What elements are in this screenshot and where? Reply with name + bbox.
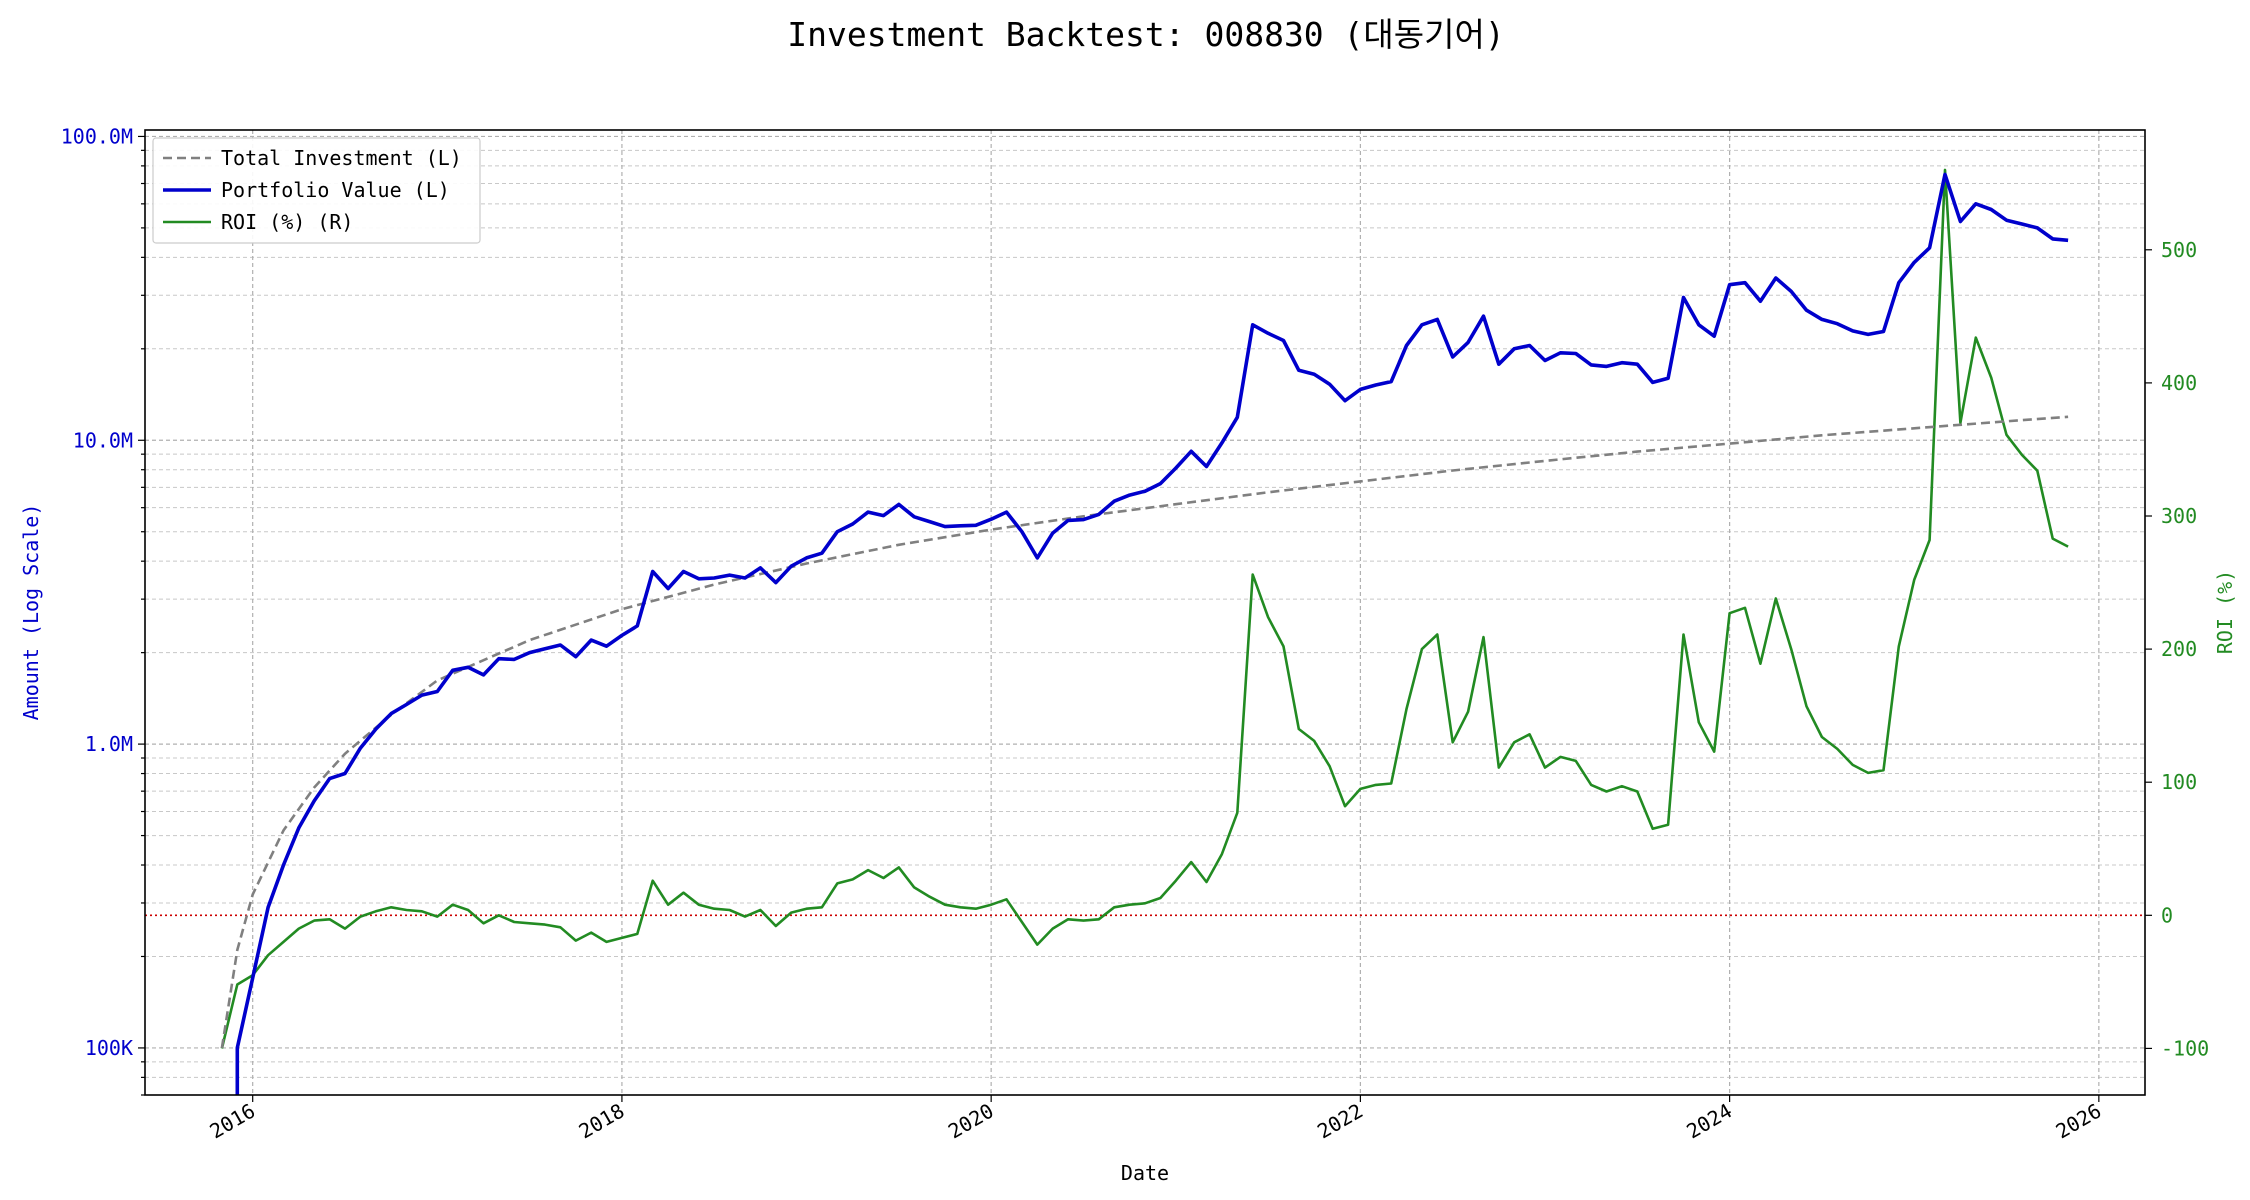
legend-box [152,137,481,244]
right-tick-label: 400 [2161,371,2197,395]
left-tick-label: 10.0M [73,428,133,452]
legend: Total Investment (L) Portfolio Value (L)… [152,137,481,244]
right-tick-label: 500 [2161,238,2197,262]
left-tick-label: 100.0M [61,124,133,148]
right-tick-label: -100 [2161,1036,2209,1060]
x-axis-ticks: 2016 2018 2020 2022 2024 2026 [205,1095,2105,1143]
legend-label-roi: ROI (%) (R) [221,210,353,234]
x-tick-label: 2020 [944,1099,998,1144]
legend-label-portfolio-value: Portfolio Value (L) [221,178,450,202]
series-layer [220,168,2069,1095]
right-tick-label: 0 [2161,903,2173,927]
y-right-axis-label: ROI (%) [2213,570,2237,654]
right-tick-label: 100 [2161,770,2197,794]
x-tick-label: 2016 [205,1099,259,1144]
portfolio-value-line [235,172,2069,1095]
legend-label-total-investment: Total Investment (L) [221,146,462,170]
right-tick-label: 200 [2161,637,2197,661]
left-tick-label: 100K [85,1036,133,1060]
left-axis-ticks: 100K 1.0M 10.0M 100.0M [61,124,145,1096]
grid [145,130,2145,1096]
y-left-axis-label: Amount (Log Scale) [19,504,43,721]
plot-frame [144,129,2146,1096]
x-tick-label: 2026 [2052,1099,2106,1144]
x-axis-label: Date [1121,1161,1169,1185]
roi-line [220,168,2069,1049]
total-investment-line [220,415,2069,1049]
right-axis-ticks: -100 0 100 200 300 400 500 [2145,238,2209,1060]
x-tick-label: 2024 [1682,1099,1736,1144]
right-tick-label: 300 [2161,504,2197,528]
x-tick-label: 2018 [575,1099,629,1144]
left-tick-label: 1.0M [85,732,133,756]
chart-title: Investment Backtest: 008830 (대동기어) [787,15,1504,54]
x-tick-label: 2022 [1313,1099,1367,1144]
